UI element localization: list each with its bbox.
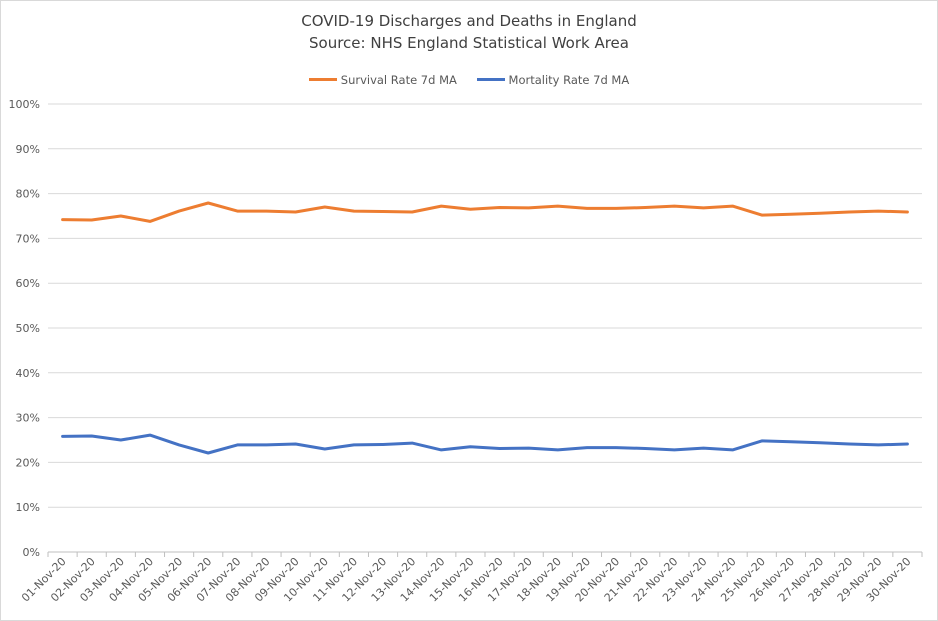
y-tick-label: 80% [16,188,40,201]
legend-swatch-mortality [476,78,505,81]
series-line-survival [61,201,909,223]
y-tick-label: 10% [16,501,40,514]
y-tick-label: 50% [16,322,40,335]
legend-label-mortality: Mortality Rate 7d MA [508,72,630,87]
legend-swatch-survival [308,78,337,81]
y-tick-label: 60% [16,277,40,290]
chart-title: COVID-19 Discharges and Deaths in Englan… [301,12,637,30]
y-tick-label: 40% [16,367,40,380]
y-tick-label: 30% [16,412,40,425]
legend-label-survival: Survival Rate 7d MA [340,72,457,87]
series-line-mortality [61,433,909,455]
y-tick-label: 70% [16,232,40,245]
legend: Survival Rate 7d MA Mortality Rate 7d MA [0,70,938,87]
y-tick-label: 20% [16,456,40,469]
legend-item-survival: Survival Rate 7d MA [308,72,457,87]
chart-subtitle: Source: NHS England Statistical Work Are… [309,34,629,52]
y-tick-label: 100% [9,98,40,111]
y-tick-label: 0% [23,546,40,559]
legend-item-mortality: Mortality Rate 7d MA [476,72,630,87]
y-tick-label: 90% [16,143,40,156]
